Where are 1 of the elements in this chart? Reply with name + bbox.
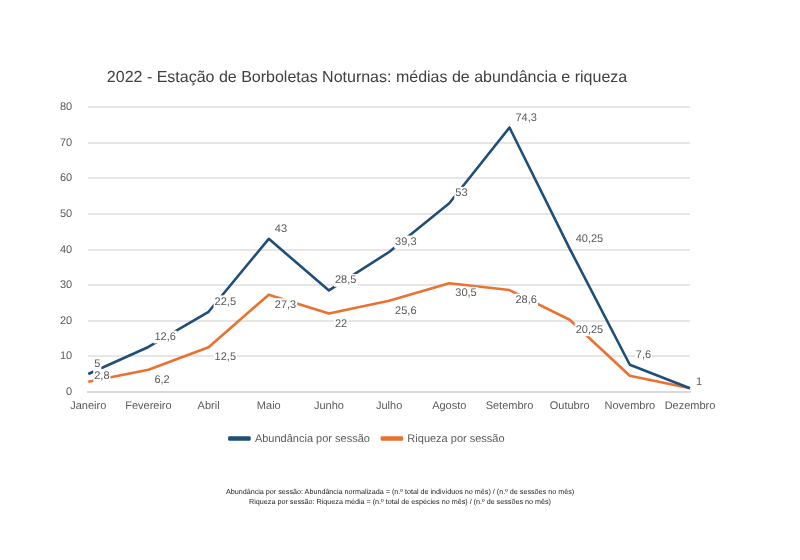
chart-title: 2022 - Estação de Borboletas Noturnas: médias de abundância e riqueza [106,68,629,87]
